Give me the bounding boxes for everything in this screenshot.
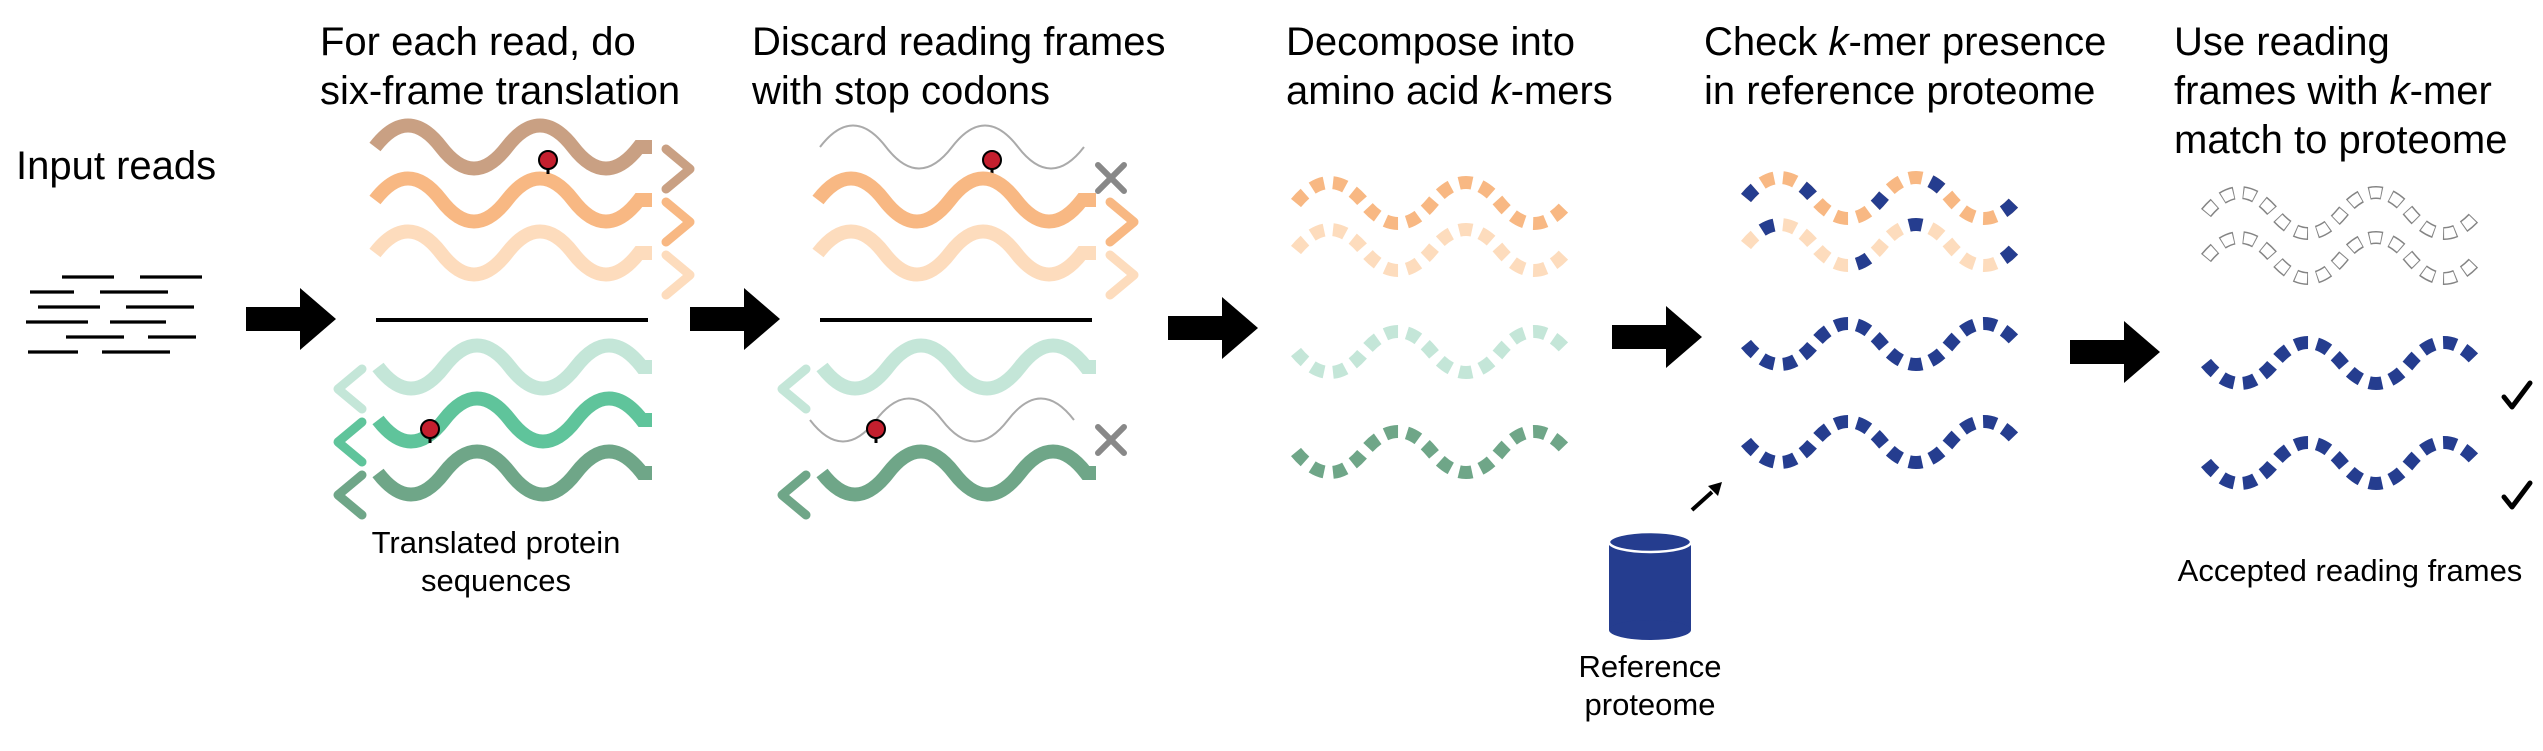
- step-translate-title: For each read, do six-frame translation: [320, 20, 681, 113]
- step-arrow-5: [2070, 321, 2160, 383]
- partial-match-frame-1-hits: [1740, 171, 2024, 225]
- rejected-frame-2-inner: [2202, 232, 2482, 284]
- rejected-frame-1-inner: [2202, 187, 2482, 239]
- accepted-frames-caption: Accepted reading frames: [2177, 553, 2523, 588]
- reverse-frame-3: [338, 444, 652, 516]
- kmer-frame-forward-3: [1290, 223, 1574, 277]
- kmer-frame-reverse-1: [1290, 325, 1574, 379]
- accepted-panel: [2200, 186, 2533, 510]
- check-icon: [2501, 480, 2533, 510]
- partial-match-frame-2: [1740, 218, 2024, 272]
- check-panel: [1740, 171, 2024, 469]
- discard-panel: [548, 124, 1134, 516]
- step-arrow-2: [690, 288, 780, 350]
- discarded-frame-reverse: [809, 397, 1075, 443]
- reference-proteome-caption: Reference proteome: [1578, 649, 1722, 722]
- reference-pointer-arrow: [1690, 482, 1722, 512]
- stop-codon-pin-icon: [866, 419, 886, 443]
- reverse-frame-1: [782, 338, 1096, 410]
- step-decompose-title: Decompose into amino acid k-mers: [1286, 20, 1613, 113]
- stop-codon-pin-icon: [982, 150, 1002, 174]
- reverse-frame-3: [782, 444, 1096, 516]
- discarded-frame-forward: [819, 124, 1085, 170]
- forward-frame-2: [369, 171, 690, 243]
- step-arrow-4: [1612, 306, 1702, 368]
- kmer-frame-reverse-3: [1290, 425, 1574, 479]
- step-check-title: Check k-mer presence in reference proteo…: [1704, 20, 2107, 113]
- forward-frame-1: [369, 118, 690, 190]
- step-discard-title: Discard reading frames with stop codons: [752, 20, 1166, 113]
- step-input-title: Input reads: [16, 144, 217, 188]
- check-icon: [2501, 380, 2533, 410]
- cross-icon: [1095, 424, 1127, 456]
- forward-frame-2: [812, 171, 1134, 243]
- translated-sequences-caption: Translated protein sequences: [371, 525, 621, 598]
- accepted-frame-2: [2200, 436, 2484, 490]
- full-match-frame-1: [1740, 317, 2024, 371]
- database-cylinder-icon: [1607, 530, 1693, 640]
- six-frame-panel: [338, 118, 690, 516]
- forward-frame-3: [369, 224, 690, 296]
- kmer-panel: [1290, 176, 1574, 479]
- step-arrow-1: [246, 288, 336, 350]
- accepted-frame-1: [2200, 336, 2484, 390]
- cross-icon: [1095, 162, 1127, 194]
- reverse-frame-1: [338, 338, 652, 410]
- stop-codon-pin-icon: [420, 419, 440, 443]
- stop-codon-pin-icon: [538, 150, 558, 174]
- forward-frame-3: [812, 224, 1134, 296]
- kmer-frame-forward-2: [1290, 176, 1574, 230]
- input-reads: [26, 275, 202, 354]
- step-arrow-3: [1168, 297, 1258, 359]
- step-use-title: Use reading frames with k-mer match to p…: [2174, 20, 2508, 162]
- full-match-frame-2: [1740, 415, 2024, 469]
